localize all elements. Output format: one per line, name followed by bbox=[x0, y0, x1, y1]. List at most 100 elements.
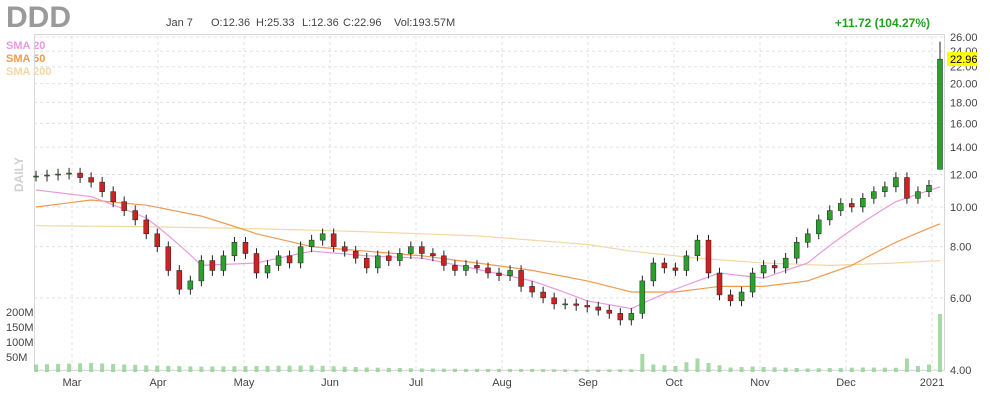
volume-bar bbox=[353, 367, 358, 372]
volume-bar bbox=[67, 363, 72, 372]
candle-body bbox=[915, 191, 921, 199]
volume-bar bbox=[243, 366, 248, 372]
price-tick-label: 18.00 bbox=[950, 97, 978, 109]
price-change: +11.72 (104.27%) bbox=[834, 16, 930, 30]
candle-body bbox=[540, 291, 546, 299]
candle-body bbox=[496, 272, 502, 276]
candle-body bbox=[297, 246, 304, 264]
high-value: H:25.33 bbox=[256, 17, 295, 29]
volume-bar bbox=[45, 364, 50, 372]
volume-bar bbox=[111, 363, 116, 372]
volume-bar bbox=[673, 366, 678, 372]
month-tick-label: Jun bbox=[321, 377, 339, 389]
volume-bar bbox=[441, 368, 446, 372]
volume-bar bbox=[827, 368, 832, 372]
volume-bar bbox=[563, 369, 568, 372]
volume-bar bbox=[309, 365, 314, 372]
volume-bar bbox=[331, 366, 336, 372]
candle-body bbox=[738, 291, 745, 302]
month-tick-label: 2021 bbox=[920, 377, 944, 389]
candle-body bbox=[375, 255, 381, 269]
candle-body bbox=[705, 239, 712, 274]
candle-body bbox=[363, 257, 370, 269]
volume-bar bbox=[364, 367, 369, 372]
candle-body bbox=[782, 257, 789, 269]
volume-tick-label: 150M bbox=[6, 322, 34, 334]
candle-body bbox=[121, 201, 127, 211]
candle-body bbox=[33, 175, 39, 178]
candle-body bbox=[110, 191, 116, 202]
candle-body bbox=[485, 267, 491, 274]
volume-bar bbox=[34, 364, 38, 372]
candle-body bbox=[474, 265, 480, 269]
candle-body bbox=[253, 253, 260, 274]
candle-body bbox=[727, 294, 734, 302]
candle-body bbox=[815, 219, 822, 235]
candle-body bbox=[187, 280, 194, 290]
candle-body bbox=[77, 172, 83, 178]
candle-body bbox=[749, 272, 756, 293]
candle-body bbox=[827, 210, 833, 221]
volume-bar bbox=[783, 367, 788, 372]
candle-body bbox=[132, 210, 138, 221]
price-tick-label: 10.00 bbox=[950, 202, 978, 214]
price-tick-label: 6.00 bbox=[950, 293, 971, 305]
price-tick-label: 26.00 bbox=[950, 32, 978, 44]
volume-bar bbox=[717, 365, 722, 372]
volume-bar bbox=[375, 367, 380, 372]
volume-bar bbox=[849, 367, 854, 372]
volume-bar bbox=[133, 364, 138, 372]
candle-body bbox=[55, 173, 61, 176]
volume-bar bbox=[893, 367, 898, 372]
candle-body bbox=[849, 203, 855, 208]
volume-bar bbox=[629, 369, 634, 372]
volume-tick-label: 100M bbox=[6, 337, 34, 349]
volume-bar bbox=[452, 368, 457, 372]
volume-bar bbox=[915, 366, 920, 372]
candle-body bbox=[452, 265, 458, 271]
month-tick-label: Apr bbox=[149, 377, 166, 389]
volume-bar bbox=[430, 368, 435, 372]
volume-bar bbox=[706, 363, 711, 372]
volume-bar bbox=[386, 367, 391, 372]
volume-value: Vol:193.57M bbox=[394, 17, 456, 29]
candle-body bbox=[441, 255, 447, 266]
sma20-line bbox=[35, 186, 941, 310]
candle-body bbox=[386, 255, 392, 261]
candle-body bbox=[352, 250, 359, 259]
candle-body bbox=[242, 242, 249, 254]
legend-sma20: SMA 20 bbox=[6, 40, 46, 52]
candle-body bbox=[319, 233, 326, 241]
candle-body bbox=[760, 265, 767, 274]
candle-body bbox=[143, 219, 149, 235]
price-tick-label: 12.00 bbox=[950, 170, 978, 182]
candle-body bbox=[408, 246, 414, 254]
candle-body bbox=[882, 186, 888, 192]
candle-body bbox=[551, 297, 557, 305]
volume-bar bbox=[232, 366, 237, 372]
volume-bar bbox=[728, 367, 733, 372]
candle-body bbox=[606, 309, 613, 314]
candle-body bbox=[154, 233, 161, 247]
candle-body bbox=[562, 303, 568, 306]
candle-body bbox=[650, 262, 657, 282]
candle-body bbox=[871, 191, 877, 199]
volume-bar bbox=[122, 364, 127, 372]
volume-bar bbox=[78, 363, 83, 372]
candle-body bbox=[639, 280, 646, 314]
volume-bar bbox=[199, 366, 204, 372]
candle-body bbox=[573, 303, 579, 306]
volume-bar bbox=[816, 368, 821, 372]
candle-body bbox=[518, 270, 524, 287]
candle-body bbox=[231, 242, 238, 257]
price-tick-label: 16.00 bbox=[950, 118, 978, 130]
candle-body bbox=[88, 177, 94, 183]
volume-bar bbox=[926, 364, 931, 372]
last-price-marker bbox=[947, 52, 977, 67]
volume-bar bbox=[761, 366, 766, 372]
price-tick-label: 4.00 bbox=[950, 365, 971, 377]
open-value: O:12.36 bbox=[211, 17, 251, 29]
volume-bar bbox=[938, 313, 942, 372]
candle-body bbox=[165, 246, 172, 271]
candle-body bbox=[937, 58, 943, 170]
